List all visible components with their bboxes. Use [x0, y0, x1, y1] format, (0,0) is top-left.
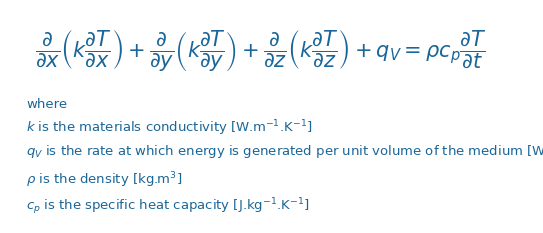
Text: $\dfrac{\partial}{\partial x}\left(k\dfrac{\partial T}{\partial x}\right) + \dfr: $\dfrac{\partial}{\partial x}\left(k\dfr…: [35, 28, 487, 74]
Text: $k$ is the materials conductivity [W.m$^{-1}$.K$^{-1}$]: $k$ is the materials conductivity [W.m$^…: [27, 119, 313, 138]
Text: where: where: [27, 98, 68, 111]
Text: $\rho$ is the density [kg.m$^{3}$]: $\rho$ is the density [kg.m$^{3}$]: [27, 170, 182, 190]
Text: $q_V$ is the rate at which energy is generated per unit volume of the medium [W.: $q_V$ is the rate at which energy is gen…: [27, 143, 543, 162]
Text: $c_p$ is the specific heat capacity [J.kg$^{-1}$.K$^{-1}$]: $c_p$ is the specific heat capacity [J.k…: [27, 196, 310, 217]
